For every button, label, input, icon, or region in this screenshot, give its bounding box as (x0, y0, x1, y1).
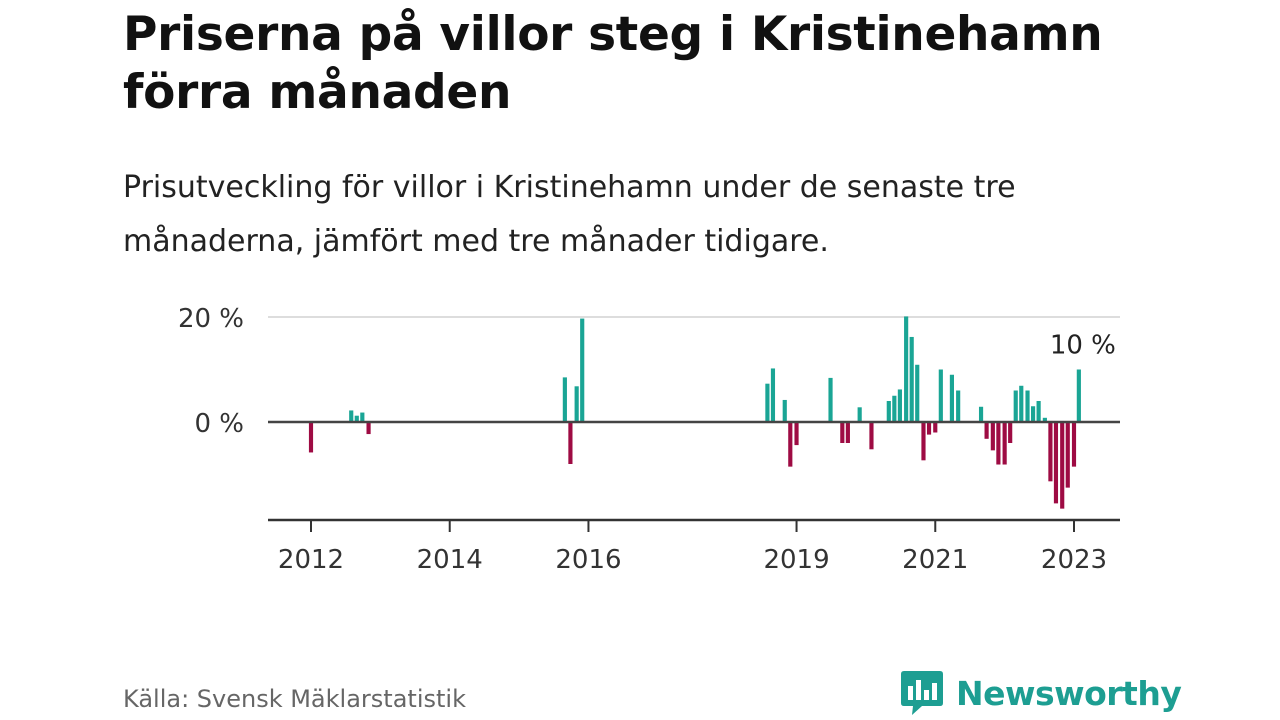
bar-positive (1036, 401, 1041, 422)
bar-negative (1048, 422, 1053, 482)
bar-negative (921, 422, 926, 461)
newsworthy-logo-icon (901, 671, 943, 715)
bar-negative (933, 422, 938, 433)
bar-positive (978, 406, 984, 422)
bar-positive (765, 383, 770, 422)
y-tick-label: 0 % (194, 409, 244, 439)
x-tick-label: 2019 (763, 545, 829, 575)
price-change-bar-chart: 0 % 20 % 2012 2014 2016 2019 2021 2023 10 % (178, 304, 1120, 575)
bar-negative (1008, 422, 1013, 443)
x-tick-label: 2016 (555, 545, 621, 575)
bar-negative (1060, 422, 1065, 509)
bar-positive (354, 415, 359, 422)
x-tick-label: 2021 (902, 545, 968, 575)
annotations: 10 % (1050, 331, 1116, 361)
bar-positive (828, 377, 833, 422)
bar-positive (782, 399, 787, 422)
source-note: Källa: Svensk Mäklarstatistik (123, 685, 466, 713)
bars (308, 316, 1081, 509)
bar-positive (892, 395, 897, 422)
y-axis-labels: 0 % 20 % (178, 304, 244, 439)
bar-positive (574, 386, 579, 422)
bar-negative (1071, 422, 1077, 467)
bar-positive (1019, 385, 1024, 422)
bar-negative (926, 422, 932, 435)
bar-negative (1065, 422, 1070, 488)
bar-positive (360, 412, 365, 422)
x-tick-label: 2014 (417, 545, 483, 575)
bar-negative (845, 422, 850, 443)
bar-positive (580, 318, 585, 422)
bar-positive (904, 316, 909, 423)
bar-positive (897, 389, 902, 422)
chart-title: Priserna på villor steg i Kristinehamn f… (123, 7, 1103, 120)
bar-positive (949, 374, 954, 422)
bar-positive (1025, 390, 1030, 422)
bar-negative (794, 422, 799, 446)
bar-positive (857, 407, 862, 422)
bar-negative (840, 422, 845, 443)
bar-negative (869, 422, 874, 450)
x-axis: 2012 2014 2016 2019 2021 2023 (268, 518, 1120, 575)
bar-negative (1053, 422, 1059, 504)
bar-positive (1076, 369, 1081, 422)
bar-positive (938, 369, 943, 422)
brand-name: Newsworthy (956, 673, 1182, 713)
bar-negative (788, 422, 793, 467)
bar-positive (770, 368, 776, 422)
bar-positive (1030, 406, 1036, 422)
bar-positive (915, 364, 920, 422)
bar-negative (568, 422, 573, 464)
bar-positive (1042, 417, 1047, 422)
x-tick-label: 2012 (278, 545, 344, 575)
bar-positive (349, 410, 354, 422)
bar-positive (956, 390, 961, 422)
bar-negative (366, 422, 371, 435)
bar-positive (1013, 390, 1018, 422)
bar-negative (984, 422, 989, 439)
chart-subtitle: Prisutveckling för villor i Kristinehamn… (123, 170, 1016, 259)
bar-negative (1002, 422, 1007, 465)
latest-value-label: 10 % (1050, 331, 1116, 361)
bar-negative (990, 422, 995, 451)
bar-positive (909, 336, 914, 422)
bar-negative (308, 422, 314, 453)
x-tick-label: 2023 (1041, 545, 1107, 575)
brand-logo: Newsworthy (900, 668, 1182, 718)
bar-negative (996, 422, 1001, 465)
bar-positive (562, 377, 567, 423)
bar-positive (886, 401, 891, 422)
y-tick-label: 20 % (178, 304, 244, 334)
